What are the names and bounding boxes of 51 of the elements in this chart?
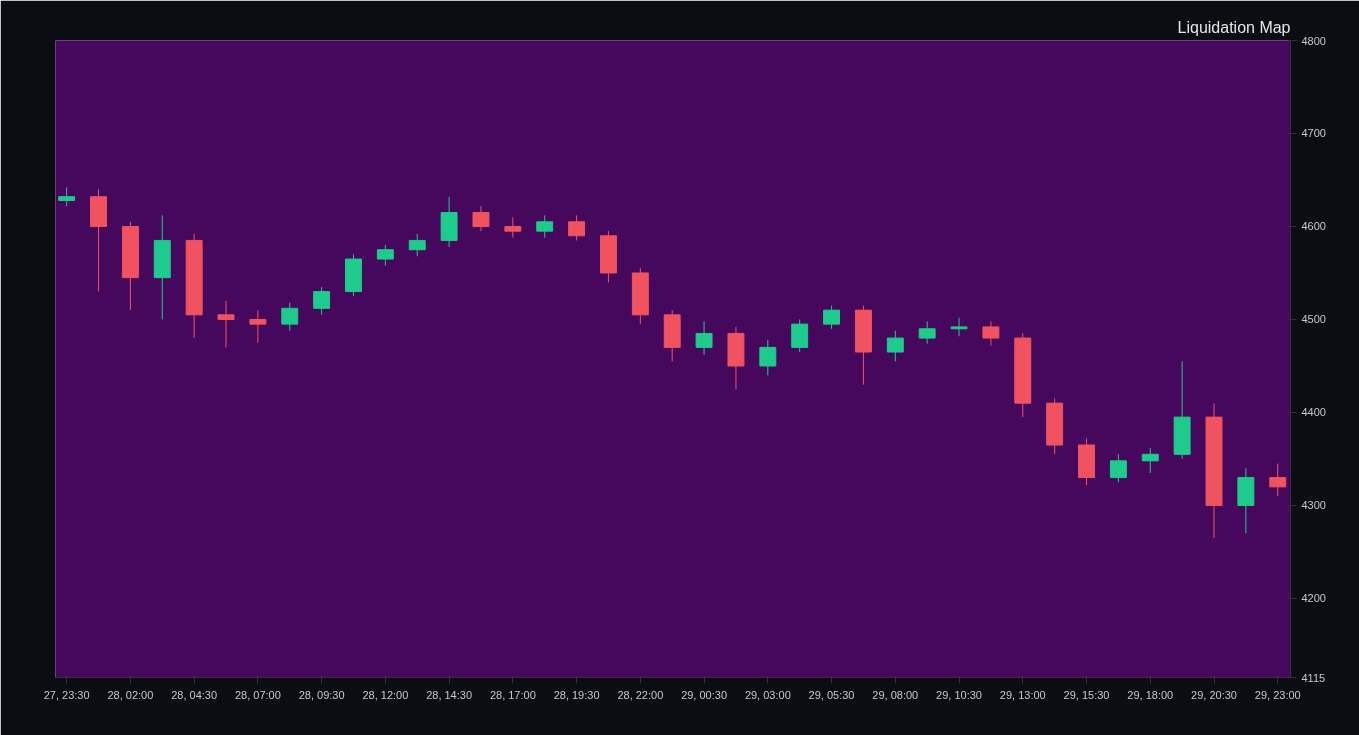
candlestick [918,320,936,345]
candlestick [1269,463,1287,497]
x-tick-label: 29, 00:30 [681,688,728,701]
candlestick [376,244,394,267]
x-tick-label: 29, 23:00 [1254,688,1301,701]
x-tick-label: 28, 04:30 [171,688,218,701]
candlestick [58,186,76,207]
x-tick-label: 29, 15:30 [1063,688,1110,701]
x-tick-label: 29, 10:30 [936,688,982,701]
x-tick-label: 29, 18:00 [1127,688,1174,701]
x-tick-label: 28, 19:30 [553,688,600,701]
candlestick [695,320,713,356]
candlestick [568,214,586,241]
x-tick-label: 28, 07:00 [234,688,281,701]
candlestick [249,309,267,344]
candlestick [950,317,968,337]
candlestick [1141,447,1159,474]
x-tick-label: 27, 23:30 [43,688,90,701]
y-tick-label: 4300 [1301,499,1326,512]
candlestick [217,300,235,348]
x-tick-label: 28, 22:00 [617,688,664,701]
x-tick-label: 28, 09:30 [298,688,345,701]
x-tick-label: 29, 08:00 [872,688,919,701]
x-tick-label: 29, 03:00 [744,688,791,701]
candlestick [281,302,299,332]
x-tick-label: 28, 14:30 [426,688,473,701]
y-tick-label: 4115 [1301,671,1326,684]
y-tick-label: 4200 [1301,592,1326,605]
candlestick [313,286,331,316]
candlestick [823,305,841,330]
candlestick [472,205,490,232]
x-tick-label: 29, 13:00 [999,688,1046,701]
x-tick-label: 29, 20:30 [1191,688,1237,701]
candlestick [886,330,904,362]
y-tick-label: 4500 [1301,313,1326,326]
x-tick-label: 28, 12:00 [362,688,409,701]
y-tick-label: 4400 [1301,406,1326,419]
candlestick [759,339,777,376]
candlestick [504,216,522,239]
candlestick [1109,453,1127,483]
y-tick-label: 4600 [1301,220,1326,233]
x-tick-label: 28, 17:00 [489,688,536,701]
y-tick-label: 4700 [1301,127,1326,140]
candlestick [536,214,554,239]
x-tick-label: 29, 05:30 [808,688,855,701]
candlestick [408,233,426,257]
candlestick [982,320,1000,347]
x-tick-label: 28, 02:00 [107,688,154,701]
candlestick [791,318,809,353]
text: Liquidation Map [1177,18,1291,36]
y-tick-label: 4800 [1301,34,1326,47]
